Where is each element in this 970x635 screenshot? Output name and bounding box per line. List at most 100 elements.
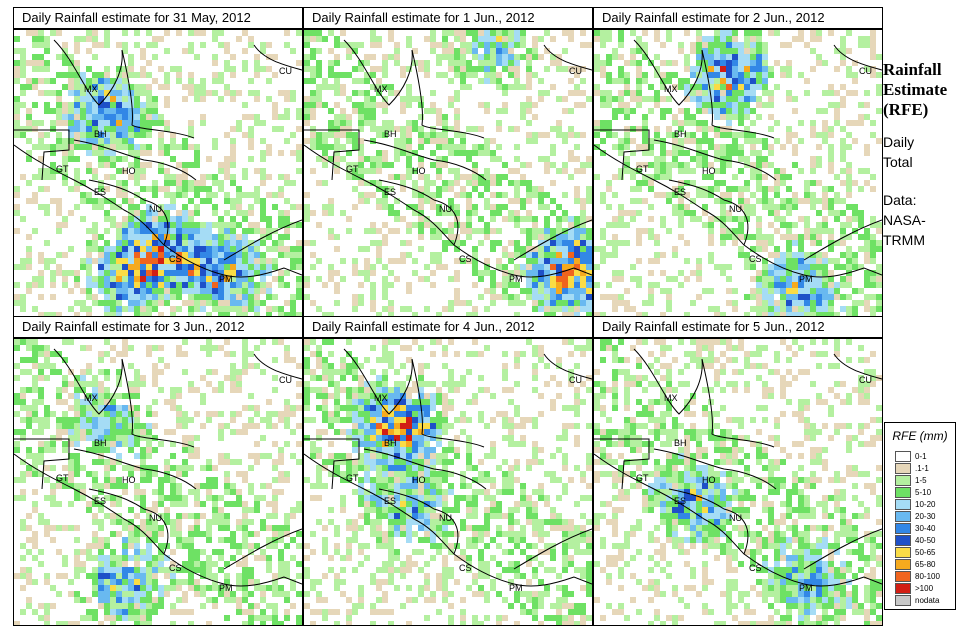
rainfall-cell: [358, 270, 364, 276]
rainfall-cell: [50, 282, 56, 288]
rainfall-cell: [62, 174, 68, 180]
rainfall-cell: [26, 180, 32, 186]
rainfall-cell: [134, 423, 140, 429]
rainfall-cell: [334, 156, 340, 162]
rainfall-cell: [44, 603, 50, 609]
rainfall-cell: [176, 513, 182, 519]
rainfall-cell: [224, 459, 230, 465]
rainfall-cell: [152, 78, 158, 84]
rainfall-cell: [74, 174, 80, 180]
rainfall-cell: [562, 312, 568, 316]
rainfall-cell: [490, 54, 496, 60]
rainfall-cell: [164, 465, 170, 471]
rainfall-cell: [134, 282, 140, 288]
rainfall-cell: [242, 258, 248, 264]
rainfall-cell: [412, 186, 418, 192]
rainfall-cell: [74, 567, 80, 573]
rainfall-cell: [618, 270, 624, 276]
rainfall-cell: [792, 282, 798, 288]
rainfall-cell: [146, 609, 152, 615]
rainfall-cell: [568, 252, 574, 258]
rainfall-cell: [466, 312, 472, 316]
rainfall-cell: [116, 603, 122, 609]
rainfall-cell: [110, 579, 116, 585]
rainfall-cell: [224, 294, 230, 300]
rainfall-cell: [164, 120, 170, 126]
rainfall-cell: [92, 591, 98, 597]
rainfall-cell: [146, 312, 152, 316]
rainfall-cell: [230, 555, 236, 561]
rainfall-cell: [574, 252, 580, 258]
rainfall-cell: [526, 180, 532, 186]
rainfall-cell: [164, 150, 170, 156]
rainfall-cell: [140, 258, 146, 264]
rainfall-cell: [104, 399, 110, 405]
rainfall-cell: [376, 150, 382, 156]
rainfall-cell: [526, 54, 532, 60]
rainfall-cell: [394, 216, 400, 222]
rainfall-cell: [774, 168, 780, 174]
rainfall-cell: [92, 375, 98, 381]
rainfall-cell: [200, 483, 206, 489]
rainfall-cell: [266, 423, 272, 429]
rainfall-cell: [152, 102, 158, 108]
rainfall-cell: [550, 264, 556, 270]
rainfall-cell: [188, 288, 194, 294]
rainfall-cell: [334, 246, 340, 252]
rainfall-cell: [104, 90, 110, 96]
rainfall-cell: [334, 369, 340, 375]
rainfall-cell: [242, 264, 248, 270]
rainfall-cell: [370, 36, 376, 42]
rainfall-cell: [116, 300, 122, 306]
rainfall-cell: [586, 345, 592, 351]
rainfall-cell: [212, 300, 218, 306]
rainfall-cell: [328, 381, 334, 387]
rainfall-cell: [230, 162, 236, 168]
rainfall-cell: [406, 36, 412, 42]
rainfall-cell: [672, 210, 678, 216]
rainfall-cell: [648, 294, 654, 300]
rainfall-cell: [296, 288, 302, 294]
rainfall-cell: [278, 234, 284, 240]
rainfall-cell: [200, 561, 206, 567]
rainfall-cell: [176, 495, 182, 501]
rainfall-cell: [550, 288, 556, 294]
rainfall-cell: [442, 156, 448, 162]
rainfall-cell: [230, 240, 236, 246]
rainfall-cell: [296, 405, 302, 411]
rainfall-cell: [206, 270, 212, 276]
rainfall-cell: [218, 381, 224, 387]
rainfall-cell: [134, 405, 140, 411]
rainfall-cell: [538, 276, 544, 282]
rainfall-cell: [206, 621, 212, 625]
rainfall-cell: [430, 30, 436, 36]
rainfall-cell: [200, 222, 206, 228]
rainfall-cell: [38, 312, 44, 316]
rainfall-cell: [86, 192, 92, 198]
rainfall-cell: [822, 126, 828, 132]
rainfall-cell: [104, 138, 110, 144]
rainfall-cell: [472, 210, 478, 216]
rainfall-cell: [472, 306, 478, 312]
rainfall-cell: [242, 132, 248, 138]
rainfall-cell: [248, 228, 254, 234]
rainfall-cell: [738, 156, 744, 162]
rainfall-cell: [756, 168, 762, 174]
rainfall-cell: [696, 42, 702, 48]
rainfall-cell: [260, 150, 266, 156]
rainfall-cell: [520, 228, 526, 234]
rainfall-cell: [580, 258, 586, 264]
rainfall-cell: [442, 306, 448, 312]
rainfall-cell: [756, 54, 762, 60]
rainfall-cell: [146, 120, 152, 126]
rainfall-cell: [146, 471, 152, 477]
rainfall-cell: [648, 288, 654, 294]
rainfall-cell: [448, 198, 454, 204]
rainfall-cell: [134, 168, 140, 174]
rainfall-cell: [206, 282, 212, 288]
rainfall-cell: [152, 120, 158, 126]
rainfall-cell: [254, 222, 260, 228]
rainfall-cell: [762, 192, 768, 198]
rainfall-cell: [310, 114, 316, 120]
rainfall-cell: [448, 186, 454, 192]
